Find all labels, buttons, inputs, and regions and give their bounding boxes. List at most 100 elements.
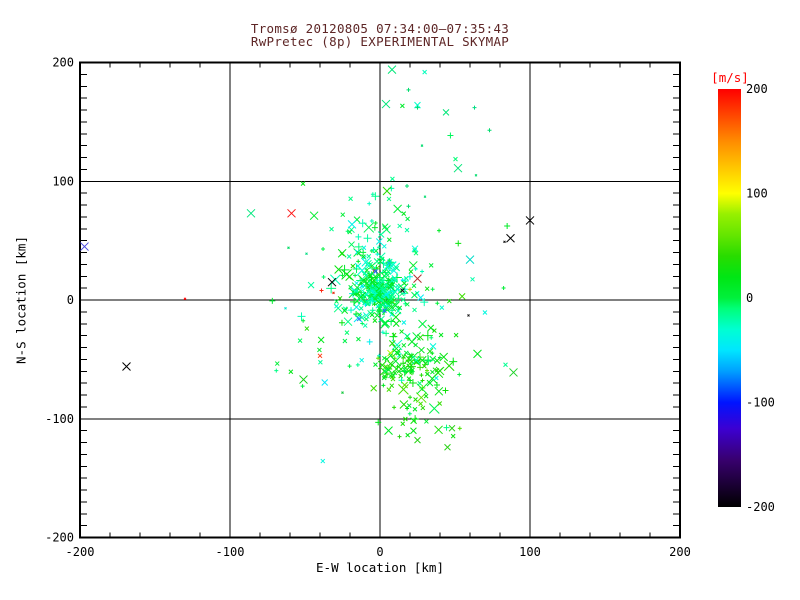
scatter-point — [457, 372, 462, 377]
scatter-point — [366, 272, 374, 279]
scatter-point — [443, 424, 450, 431]
scatter-point — [405, 432, 411, 438]
scatter-point — [356, 316, 362, 322]
scatter-point — [420, 298, 429, 307]
scatter-point — [417, 381, 423, 386]
scatter-point — [287, 246, 290, 250]
plot-title-line1: Tromsø 20120805 07:34:00–07:35:43 — [250, 21, 510, 36]
scatter-point — [389, 332, 398, 341]
scatter-point — [458, 293, 466, 300]
scatter-point — [377, 353, 382, 358]
scatter-point — [401, 286, 408, 293]
scatter-point — [366, 338, 373, 345]
scatter-point — [438, 332, 444, 338]
scatter-point — [411, 245, 419, 253]
scatter-point — [394, 265, 400, 271]
scatter-point — [435, 366, 445, 376]
scatter-point — [382, 308, 387, 314]
scatter-point — [448, 424, 456, 432]
scatter-point — [424, 356, 433, 365]
scatter-point — [416, 383, 428, 395]
scatter-point — [406, 87, 411, 92]
scatter-point — [426, 379, 434, 387]
scatter-point — [369, 312, 375, 318]
scatter-point — [246, 208, 256, 218]
scatter-point — [418, 346, 425, 354]
scatter-point — [371, 192, 380, 201]
scatter-point — [393, 204, 402, 214]
scatter-point — [366, 253, 372, 259]
scatter-point — [363, 234, 372, 243]
scatter-point — [425, 368, 430, 373]
scatter-point — [387, 349, 394, 357]
scatter-point — [403, 350, 409, 356]
scatter-point — [413, 250, 419, 256]
scatter-point — [334, 299, 339, 304]
scatter-point — [360, 249, 367, 256]
scatter-point — [356, 265, 368, 276]
scatter-point — [382, 186, 392, 196]
scatter-point — [394, 299, 399, 304]
scatter-point — [387, 300, 392, 305]
scatter-point — [363, 316, 369, 322]
scatter-point — [358, 219, 367, 228]
scatter-point — [375, 278, 380, 283]
scatter-point — [408, 378, 413, 383]
scatter-point — [300, 181, 306, 186]
scatter-point — [424, 286, 430, 292]
scatter-point — [474, 173, 478, 177]
scatter-point — [356, 259, 361, 264]
scatter-point — [397, 434, 402, 439]
colorbar-tick-label: -100 — [746, 396, 775, 410]
scatter-point — [321, 246, 326, 251]
scatter-point — [411, 291, 418, 299]
scatter-point — [421, 363, 427, 369]
scatter-point — [424, 371, 430, 377]
scatter-point — [340, 212, 346, 218]
scatter-point — [400, 103, 405, 109]
scatter-point — [350, 263, 356, 269]
scatter-point — [388, 339, 396, 347]
x-axis-label: E-W location [km] — [316, 560, 444, 575]
scatter-point — [373, 257, 381, 265]
scatter-point — [373, 291, 378, 296]
scatter-point — [365, 301, 371, 307]
scatter-point — [309, 211, 319, 221]
scatter-point — [413, 342, 418, 348]
scatter-point — [330, 274, 341, 286]
scatter-point — [399, 329, 404, 334]
scatter-point — [435, 301, 440, 306]
scatter-point — [388, 297, 394, 302]
scatter-point — [369, 297, 376, 304]
scatter-point — [321, 379, 329, 386]
scatter-point — [444, 443, 451, 451]
scatter-point — [327, 277, 337, 287]
scatter-point — [371, 224, 378, 231]
scatter-point — [404, 301, 410, 307]
scatter-point — [400, 288, 405, 293]
scatter-point — [400, 360, 407, 367]
scatter-point — [348, 196, 353, 202]
scatter-point — [423, 195, 427, 199]
scatter-point — [386, 260, 392, 266]
scatter-point — [401, 320, 407, 325]
scatter-point — [378, 278, 384, 284]
scatter-point — [439, 305, 445, 311]
scatter-point — [408, 378, 417, 387]
scatter-point — [383, 330, 390, 337]
scatter-point — [401, 381, 408, 389]
scatter-point — [420, 144, 424, 147]
scatter-point — [348, 307, 355, 314]
x-tick-label: 200 — [669, 545, 691, 559]
scatter-point — [420, 405, 426, 411]
scatter-point — [415, 105, 420, 110]
scatter-point — [344, 330, 350, 336]
scatter-point — [390, 311, 402, 323]
scatter-point — [381, 261, 393, 273]
scatter-point — [453, 163, 463, 173]
scatter-point — [388, 353, 394, 358]
scatter-point — [319, 288, 324, 293]
scatter-point — [346, 254, 352, 259]
scatter-point — [430, 287, 435, 292]
